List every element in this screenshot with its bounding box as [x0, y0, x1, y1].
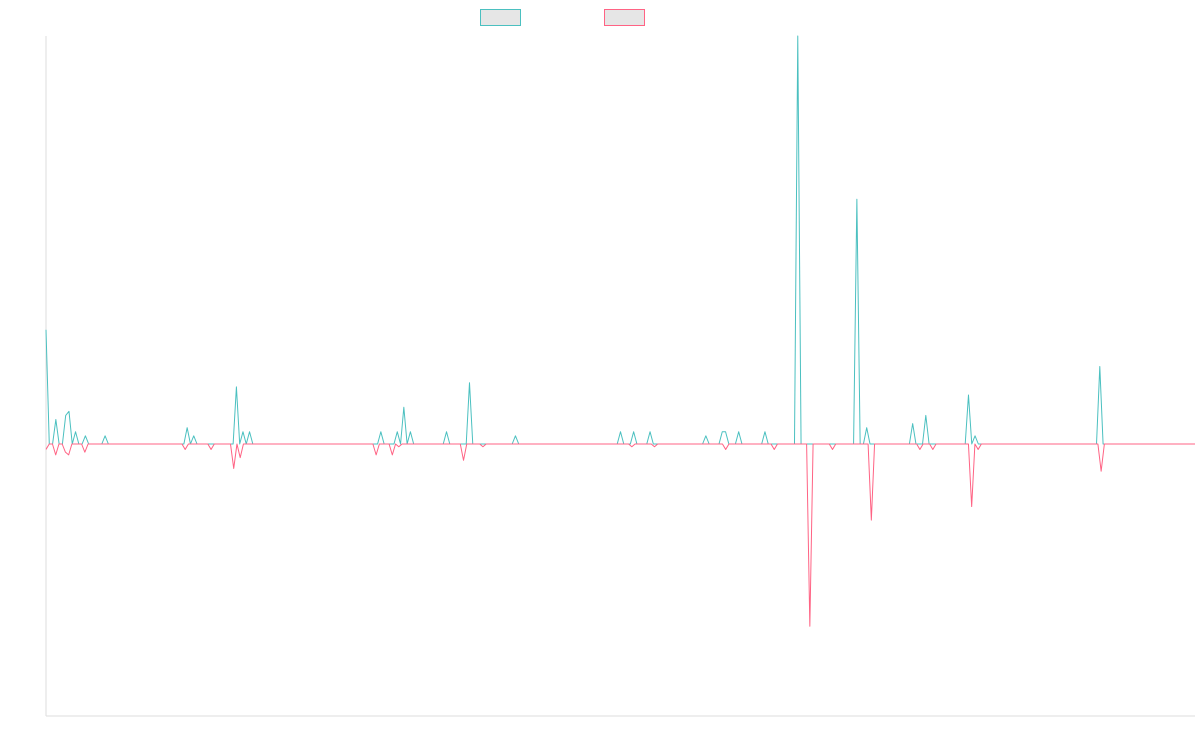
legend[interactable]	[480, 9, 645, 26]
series-line-1	[45, 35, 1195, 445]
chart-axes	[45, 36, 1195, 717]
legend-swatch-1[interactable]	[480, 9, 521, 26]
plot-area	[45, 35, 1195, 627]
legend-swatch-2[interactable]	[604, 9, 645, 26]
series-line-2	[45, 443, 1195, 627]
